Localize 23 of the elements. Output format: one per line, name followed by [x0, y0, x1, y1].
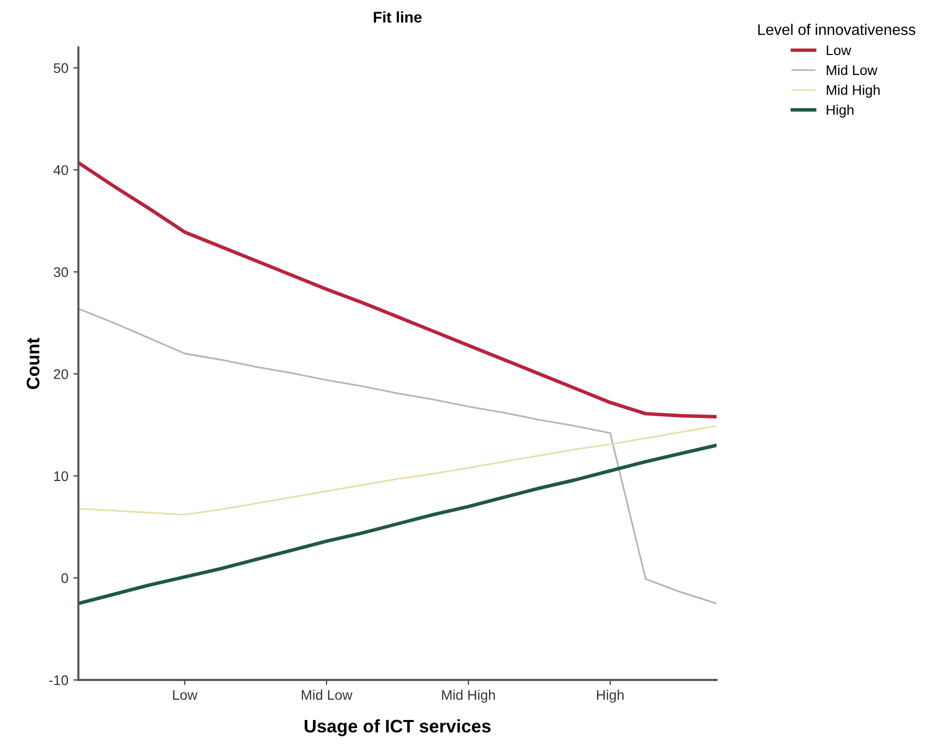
y-axis-title: Count: [26, 338, 40, 390]
x-tick-label: Low: [173, 690, 198, 700]
line-series: [78, 425, 717, 516]
legend-label: Mid Low: [826, 64, 878, 76]
y-tick-label: 30: [54, 267, 68, 278]
y-tick-label: 0: [61, 573, 68, 584]
legend-label: Mid High: [826, 84, 880, 98]
legend-label: Low: [826, 45, 852, 56]
line-series: [78, 308, 717, 604]
x-tick-label: Mid Low: [302, 690, 352, 700]
y-tick-label: -10: [49, 675, 68, 686]
x-axis-title: Usage of ICT services: [304, 719, 491, 736]
y-tick-label: 40: [54, 165, 68, 176]
chart-title: Fit line: [374, 11, 422, 23]
line-series: [78, 444, 717, 606]
y-tick-label: 50: [54, 63, 68, 74]
y-tick-label: 20: [54, 369, 68, 380]
y-tick-label: 10: [54, 471, 68, 482]
x-tick-label: High: [597, 690, 624, 703]
legend-title: Level of innovativeness: [758, 24, 916, 36]
legend-label: High: [826, 104, 854, 118]
line-series: [78, 160, 717, 418]
x-tick-label: Mid High: [442, 690, 495, 703]
